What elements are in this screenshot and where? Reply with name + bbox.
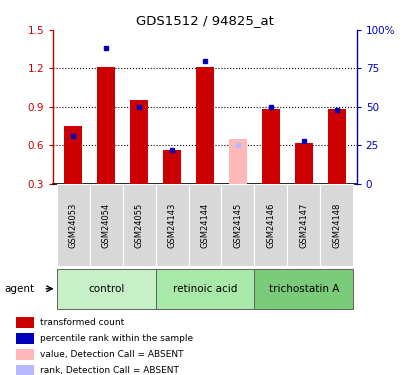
Text: GSM24143: GSM24143 <box>167 202 176 248</box>
Text: GSM24146: GSM24146 <box>266 202 275 248</box>
Bar <box>294 143 312 184</box>
Text: GSM24053: GSM24053 <box>68 202 77 248</box>
Bar <box>56 184 89 266</box>
Bar <box>155 184 188 266</box>
Bar <box>56 268 155 309</box>
Text: retinoic acid: retinoic acid <box>172 284 237 294</box>
Bar <box>320 184 353 266</box>
Bar <box>16 333 34 344</box>
Text: rank, Detection Call = ABSENT: rank, Detection Call = ABSENT <box>40 366 178 375</box>
Bar <box>254 268 353 309</box>
Bar <box>89 184 122 266</box>
Bar <box>254 184 287 266</box>
Title: GDS1512 / 94825_at: GDS1512 / 94825_at <box>136 15 273 27</box>
Bar <box>155 268 254 309</box>
Bar <box>327 110 345 184</box>
Text: agent: agent <box>4 284 34 294</box>
Text: GSM24055: GSM24055 <box>134 202 143 248</box>
Text: value, Detection Call = ABSENT: value, Detection Call = ABSENT <box>40 350 183 359</box>
Bar <box>287 184 320 266</box>
Bar <box>130 100 148 184</box>
Bar <box>64 126 82 184</box>
Bar <box>188 184 221 266</box>
Bar <box>16 349 34 360</box>
Text: GSM24145: GSM24145 <box>233 202 242 248</box>
Bar <box>122 184 155 266</box>
Text: GSM24148: GSM24148 <box>332 202 341 248</box>
Text: transformed count: transformed count <box>40 318 124 327</box>
Text: GSM24054: GSM24054 <box>101 202 110 248</box>
Bar <box>162 150 181 184</box>
Bar <box>16 365 34 375</box>
Text: trichostatin A: trichostatin A <box>268 284 338 294</box>
Bar <box>221 184 254 266</box>
Text: GSM24144: GSM24144 <box>200 202 209 248</box>
Text: GSM24147: GSM24147 <box>299 202 308 248</box>
Bar <box>196 67 213 184</box>
Text: control: control <box>88 284 124 294</box>
Bar <box>228 139 247 184</box>
Bar <box>16 317 34 328</box>
Text: percentile rank within the sample: percentile rank within the sample <box>40 334 192 343</box>
Bar <box>261 110 279 184</box>
Bar <box>97 67 115 184</box>
